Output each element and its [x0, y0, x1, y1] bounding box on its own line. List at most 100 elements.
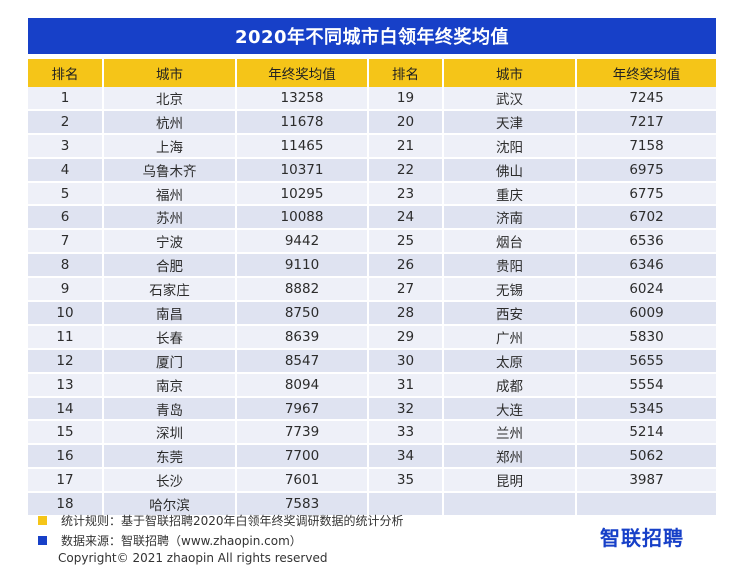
bonus-cell: 11465: [236, 133, 369, 159]
bonus-cell: 7583: [236, 492, 369, 518]
city-cell: 深圳: [103, 420, 237, 446]
bonus-cell: 13258: [236, 87, 369, 111]
column-header-rank-left: 排名: [28, 59, 104, 87]
column-header-city-left: 城市: [103, 59, 237, 87]
city-cell: 哈尔滨: [103, 492, 237, 518]
bonus-cell: 3987: [576, 468, 716, 494]
city-cell: 沈阳: [443, 133, 577, 159]
bonus-cell: 5554: [576, 372, 716, 398]
city-cell: 石家庄: [103, 277, 237, 303]
bonus-cell: 6009: [576, 301, 716, 326]
bonus-cell: 6024: [576, 277, 716, 303]
bonus-cell: 6975: [576, 157, 716, 183]
note-source: 数据来源：智联招聘（www.zhaopin.com）: [38, 530, 404, 550]
note-source-text: 数据来源：智联招聘（www.zhaopin.com）: [61, 533, 302, 548]
bonus-cell: 6775: [576, 181, 716, 207]
city-cell: 厦门: [103, 348, 237, 374]
table-row: 8 合肥 9110 26 贵阳 6346: [28, 253, 716, 279]
table-row: 11 长春 8639 29 广州 5830: [28, 324, 716, 350]
city-cell: 长沙: [103, 468, 237, 494]
note-rule: 统计规则：基于智联招聘2020年白领年终奖调研数据的统计分析: [38, 510, 404, 530]
bonus-cell: 7245: [576, 87, 716, 111]
rank-cell: 15: [28, 420, 104, 446]
rank-cell: 25: [368, 229, 444, 255]
city-cell: 济南: [443, 205, 577, 231]
rank-cell: 20: [368, 109, 444, 135]
blue-square-icon: [38, 535, 47, 545]
city-cell: 重庆: [443, 181, 577, 207]
table-row: 9 石家庄 8882 27 无锡 6024: [28, 277, 716, 303]
table-row: 16 东莞 7700 34 郑州 5062: [28, 444, 716, 470]
rank-cell: 14: [28, 396, 104, 422]
city-cell: 东莞: [103, 444, 237, 470]
column-header-bonus-left: 年终奖均值: [236, 59, 369, 87]
table-row: 13 南京 8094 31 成都 5554: [28, 372, 716, 398]
rank-cell: 6: [28, 205, 104, 231]
bonus-cell: 8547: [236, 348, 369, 374]
city-cell: 杭州: [103, 109, 237, 135]
bonus-cell: 5062: [576, 444, 716, 470]
city-cell: 青岛: [103, 396, 237, 422]
bonus-cell: 5345: [576, 396, 716, 422]
rank-cell: 19: [368, 87, 444, 111]
city-cell: 昆明: [443, 468, 577, 494]
bonus-cell: 10295: [236, 181, 369, 207]
bonus-cell: 5830: [576, 324, 716, 350]
rank-cell: 28: [368, 301, 444, 326]
rank-cell: 3: [28, 133, 104, 159]
city-cell: 福州: [103, 181, 237, 207]
city-cell: 太原: [443, 348, 577, 374]
rank-cell: 31: [368, 372, 444, 398]
table-row: 12 厦门 8547 30 太原 5655: [28, 348, 716, 374]
bonus-cell: 7700: [236, 444, 369, 470]
bonus-cell: 7601: [236, 468, 369, 494]
bonus-cell: 7739: [236, 420, 369, 446]
rank-cell: 21: [368, 133, 444, 159]
bonus-cell: 5655: [576, 348, 716, 374]
city-cell: 烟台: [443, 229, 577, 255]
city-cell: 南京: [103, 372, 237, 398]
table-row: 18 哈尔滨 7583: [28, 492, 716, 518]
rank-cell: [368, 492, 444, 518]
city-cell: 宁波: [103, 229, 237, 255]
column-header-bonus-right: 年终奖均值: [576, 59, 716, 87]
table-row: 17 长沙 7601 35 昆明 3987: [28, 468, 716, 494]
city-cell: 天津: [443, 109, 577, 135]
city-cell: 无锡: [443, 277, 577, 303]
rank-cell: 18: [28, 492, 104, 518]
bonus-cell: 6702: [576, 205, 716, 231]
table-row: 5 福州 10295 23 重庆 6775: [28, 181, 716, 207]
rank-cell: 4: [28, 157, 104, 183]
rank-cell: 9: [28, 277, 104, 303]
rank-cell: 29: [368, 324, 444, 350]
table-row: 10 南昌 8750 28 西安 6009: [28, 301, 716, 326]
rank-cell: 13: [28, 372, 104, 398]
bonus-cell: 7217: [576, 109, 716, 135]
table-row: 3 上海 11465 21 沈阳 7158: [28, 133, 716, 159]
city-cell: 苏州: [103, 205, 237, 231]
bonus-cell: [576, 492, 716, 518]
header-row: 排名 城市 年终奖均值 排名 城市 年终奖均值: [28, 59, 716, 87]
rank-cell: 23: [368, 181, 444, 207]
zhaopin-logo: 智联招聘: [600, 526, 684, 550]
bonus-cell: 11678: [236, 109, 369, 135]
bonus-cell: 6346: [576, 253, 716, 279]
yellow-square-icon: [38, 515, 47, 525]
city-cell: 上海: [103, 133, 237, 159]
rank-cell: 35: [368, 468, 444, 494]
bonus-cell: 7158: [576, 133, 716, 159]
rank-cell: 16: [28, 444, 104, 470]
rank-cell: 1: [28, 87, 104, 111]
city-cell: 西安: [443, 301, 577, 326]
bonus-cell: 8882: [236, 277, 369, 303]
rank-cell: 22: [368, 157, 444, 183]
copyright: Copyright© 2021 zhaopin All rights reser…: [58, 551, 328, 565]
rank-cell: 26: [368, 253, 444, 279]
city-cell: [443, 492, 577, 518]
city-cell: 北京: [103, 87, 237, 111]
city-cell: 成都: [443, 372, 577, 398]
city-cell: 佛山: [443, 157, 577, 183]
rank-cell: 33: [368, 420, 444, 446]
table-row: 1 北京 13258 19 武汉 7245: [28, 87, 716, 111]
bonus-cell: 10088: [236, 205, 369, 231]
